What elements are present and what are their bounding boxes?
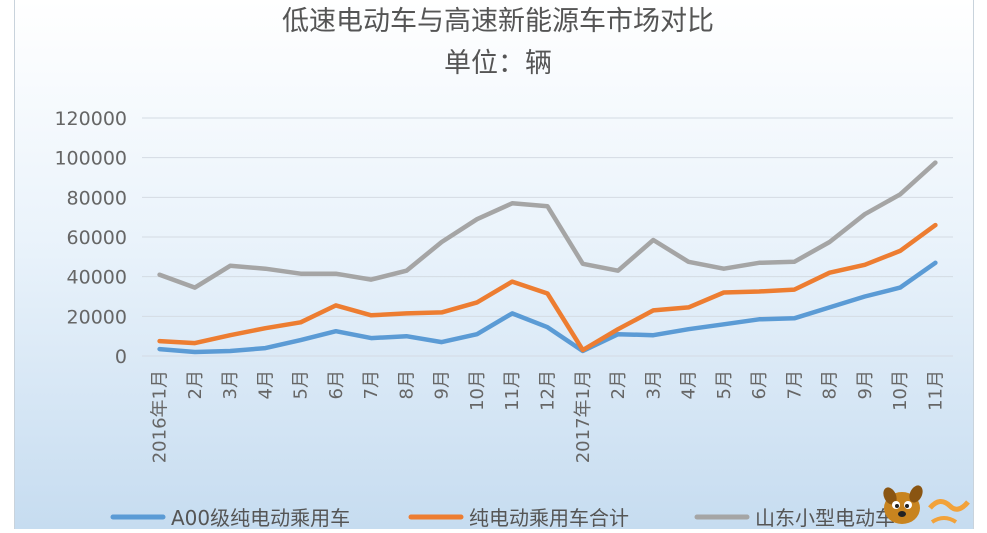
y-tick-label: 40000 — [67, 267, 127, 289]
series-line-0 — [157, 260, 938, 355]
legend-label-1: 纯电动乘用车合计 — [469, 506, 629, 529]
x-tick-label: 2月 — [608, 370, 629, 399]
series-lines — [157, 160, 938, 355]
x-tick-label: 5月 — [291, 370, 312, 399]
x-tick-label: 5月 — [714, 370, 735, 399]
x-tick-label: 11月 — [925, 370, 946, 411]
x-tick-label: 6月 — [326, 370, 347, 399]
chart-title: 低速电动车与高速新能源车市场对比 — [282, 6, 714, 37]
x-tick-label: 3月 — [220, 370, 241, 399]
x-tick-label: 4月 — [255, 370, 276, 399]
line-chart: 低速电动车与高速新能源车市场对比 单位：辆 0 20000 40000 60000 80… — [54, 6, 953, 529]
x-tick-label: 4月 — [679, 370, 700, 399]
x-tick-label: 2016年1月 — [150, 370, 171, 463]
x-tick-label: 9月 — [432, 370, 453, 399]
x-axis-ticks: 2016年1月 2月 3月 4月 5月 6月 7月 8月 9月 10月 11月 12月 2017年1月 2… — [150, 370, 947, 463]
x-tick-label: 10月 — [890, 370, 911, 411]
chart-area: 低速电动车与高速新能源车市场对比 单位：辆 0 20000 40000 60000 80… — [14, 0, 974, 529]
y-axis-ticks: 0 20000 40000 60000 80000 100000 120000 — [54, 108, 127, 368]
x-tick-label: 10月 — [467, 370, 488, 411]
y-tick-label: 0 — [115, 346, 127, 368]
y-tick-label: 60000 — [67, 227, 127, 249]
y-tick-label: 80000 — [67, 187, 127, 209]
y-tick-label: 120000 — [54, 108, 127, 130]
y-tick-label: 100000 — [54, 148, 127, 170]
legend-label-2: 山东小型电动车 — [755, 506, 895, 529]
x-tick-label: 9月 — [855, 370, 876, 399]
x-tick-label: 12月 — [538, 370, 559, 411]
series-line-1 — [157, 222, 938, 353]
x-tick-label: 6月 — [749, 370, 770, 399]
x-tick-label: 11月 — [502, 370, 523, 411]
mascot-logo — [872, 478, 972, 529]
x-tick-label: 2017年1月 — [573, 370, 594, 463]
x-tick-label: 3月 — [643, 370, 664, 399]
x-tick-label: 8月 — [396, 370, 417, 399]
cartoon-dog-mascot-icon — [883, 485, 970, 524]
x-tick-label: 2月 — [185, 370, 206, 399]
legend: A00级纯电动乘用车 纯电动乘用车合计 山东小型电动车 — [110, 506, 895, 529]
x-tick-label: 7月 — [784, 370, 805, 399]
x-tick-label: 7月 — [361, 370, 382, 399]
chart-subtitle: 单位：辆 — [444, 48, 552, 79]
y-tick-label: 20000 — [67, 306, 127, 328]
legend-label-0: A00级纯电动乘用车 — [171, 506, 350, 529]
gridlines — [142, 117, 953, 357]
series-line-2 — [157, 160, 938, 290]
x-tick-label: 8月 — [820, 370, 841, 399]
